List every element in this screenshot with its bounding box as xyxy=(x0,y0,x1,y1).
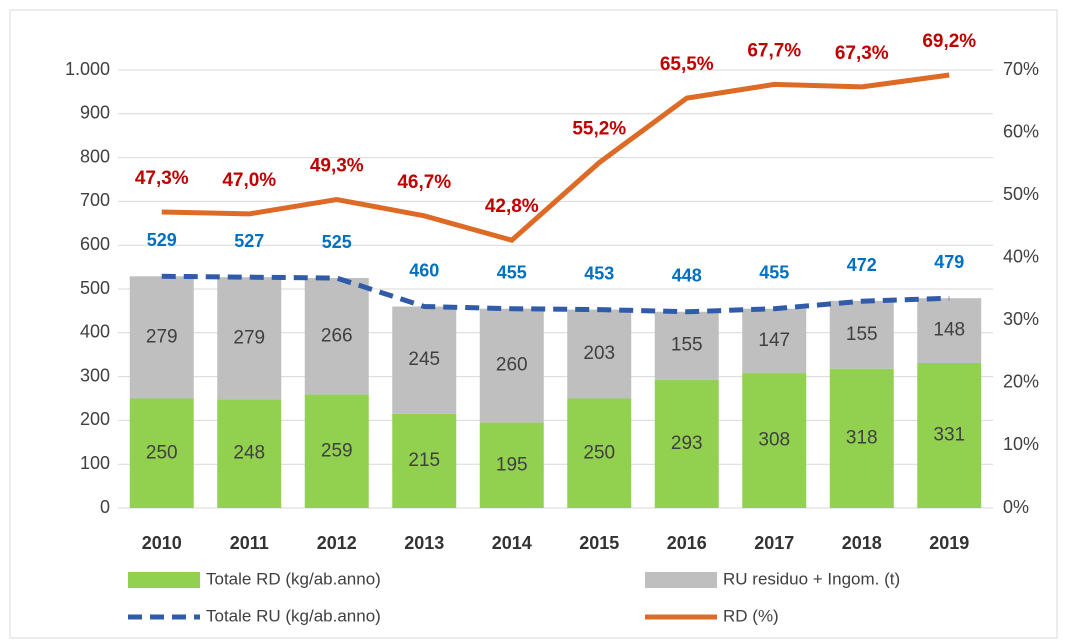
legend-label: Totale RD (kg/ab.anno) xyxy=(206,569,381,588)
data-label: 455 xyxy=(497,262,527,282)
bar-label: 293 xyxy=(671,433,703,454)
bar-segment xyxy=(829,300,894,369)
data-label: 65,5% xyxy=(660,54,714,75)
bar-segment xyxy=(129,398,194,508)
x-tick-label: 2019 xyxy=(929,533,969,553)
bar-label: 215 xyxy=(408,450,440,471)
x-tick-label: 2012 xyxy=(317,533,357,553)
data-label: 448 xyxy=(672,266,702,286)
data-label: 69,2% xyxy=(922,31,976,52)
data-label: 472 xyxy=(847,255,877,275)
y-tick-label: 800 xyxy=(80,146,110,166)
bar-label: 155 xyxy=(846,324,878,345)
y-tick-label: 700 xyxy=(80,190,110,210)
x-tick-label: 2017 xyxy=(754,533,794,553)
data-label: 529 xyxy=(147,230,177,250)
legend-label: RU residuo + Ingom. (t) xyxy=(723,569,900,588)
bar-label: 266 xyxy=(321,325,353,346)
bar-segment xyxy=(392,306,457,414)
data-label: 479 xyxy=(934,252,964,272)
y-tick-label: 100 xyxy=(80,453,110,473)
bar-label: 248 xyxy=(233,443,265,464)
bar-label: 203 xyxy=(583,343,615,364)
y2-tick-label: 20% xyxy=(1003,372,1039,392)
data-label: 525 xyxy=(322,232,352,252)
x-tick-label: 2014 xyxy=(492,533,532,553)
bar-label: 279 xyxy=(233,327,265,348)
bar-segment xyxy=(654,311,719,380)
data-label: 453 xyxy=(584,263,614,283)
bar-segment xyxy=(129,276,194,399)
legend-label: Totale RU (kg/ab.anno) xyxy=(206,606,381,625)
bar-label: 250 xyxy=(146,442,178,463)
bar-segment xyxy=(742,373,807,508)
bar-label: 250 xyxy=(583,442,615,463)
bar-segment xyxy=(917,298,982,364)
y2-tick-label: 60% xyxy=(1003,121,1039,141)
y-tick-label: 200 xyxy=(80,409,110,429)
bar-label: 318 xyxy=(846,427,878,448)
y2-tick-label: 30% xyxy=(1003,309,1039,329)
legend-swatch xyxy=(128,572,200,588)
y2-tick-label: 0% xyxy=(1003,497,1029,517)
data-label: 42,8% xyxy=(485,196,539,217)
bar-segment xyxy=(392,413,457,508)
x-tick-label: 2015 xyxy=(579,533,619,553)
y-tick-label: 500 xyxy=(80,278,110,298)
bar-segment xyxy=(304,394,369,508)
data-label: 47,0% xyxy=(222,170,276,191)
bar-segment xyxy=(479,308,544,423)
bar-label: 195 xyxy=(496,454,528,475)
bar-segment xyxy=(217,277,282,400)
y-tick-label: 0 xyxy=(100,497,110,517)
bar-segment xyxy=(304,278,369,395)
data-label: 460 xyxy=(409,260,439,280)
data-label: 455 xyxy=(759,262,789,282)
line xyxy=(161,72,950,243)
bar-segment xyxy=(829,368,894,508)
bar-segment xyxy=(567,309,632,399)
legend-swatch xyxy=(645,572,717,588)
y-tick-label: 900 xyxy=(80,103,110,123)
bar-label: 155 xyxy=(671,335,703,356)
bar-label: 279 xyxy=(146,326,178,347)
data-label: 527 xyxy=(234,231,264,251)
x-tick-label: 2010 xyxy=(142,533,182,553)
x-tick-label: 2018 xyxy=(842,533,882,553)
bar-segment xyxy=(654,379,719,508)
bar-segment xyxy=(917,363,982,508)
bar-label: 260 xyxy=(496,355,528,376)
bar-segment xyxy=(217,399,282,508)
y2-tick-label: 40% xyxy=(1003,246,1039,266)
x-tick-label: 2013 xyxy=(404,533,444,553)
bar-label: 147 xyxy=(758,330,790,351)
y-tick-label: 300 xyxy=(80,365,110,385)
x-tick-label: 2016 xyxy=(667,533,707,553)
line xyxy=(161,273,950,315)
data-label: 67,3% xyxy=(835,43,889,64)
x-tick-label: 2011 xyxy=(230,533,269,553)
data-label: 46,7% xyxy=(397,172,451,193)
bar-segment xyxy=(479,422,544,508)
y2-tick-label: 50% xyxy=(1003,184,1039,204)
y-tick-label: 400 xyxy=(80,322,110,342)
data-label: 47,3% xyxy=(135,168,189,189)
y-tick-label: 1.000 xyxy=(65,59,110,79)
bar-label: 331 xyxy=(933,425,965,446)
y-tick-label: 600 xyxy=(80,234,110,254)
bar-label: 148 xyxy=(933,320,965,341)
bar-label: 245 xyxy=(408,349,440,370)
bar-segment xyxy=(742,308,807,374)
data-label: 67,7% xyxy=(747,40,801,61)
y2-tick-label: 10% xyxy=(1003,434,1039,454)
bar-label: 259 xyxy=(321,440,353,461)
data-label: 49,3% xyxy=(310,156,364,177)
bar-label: 308 xyxy=(758,430,790,451)
bar-segment xyxy=(567,398,632,508)
legend-label: RD (%) xyxy=(723,606,779,625)
y2-tick-label: 70% xyxy=(1003,59,1039,79)
data-label: 55,2% xyxy=(572,119,626,140)
